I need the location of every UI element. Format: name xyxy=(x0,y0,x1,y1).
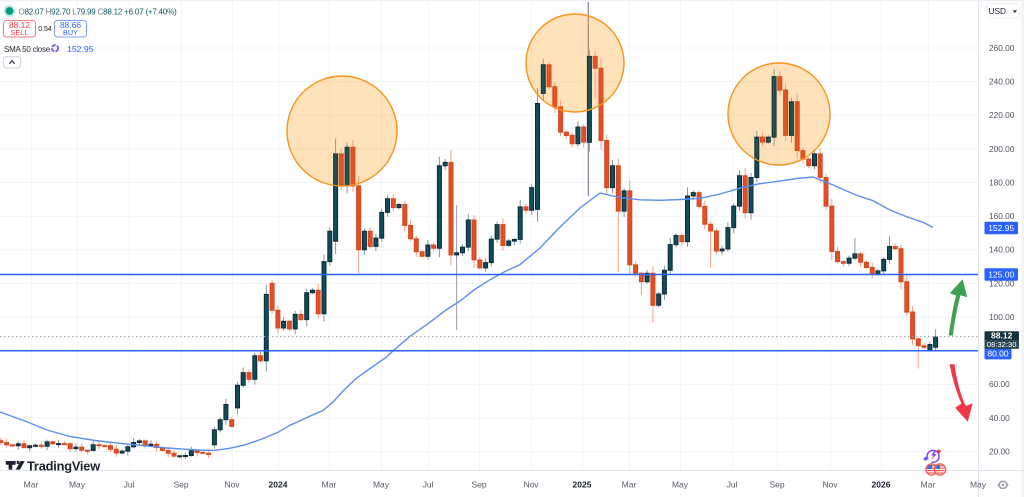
svg-text:40.00: 40.00 xyxy=(989,413,1010,423)
svg-text:152.95: 152.95 xyxy=(988,223,1014,233)
svg-text:May: May xyxy=(373,480,390,490)
svg-text:BUY: BUY xyxy=(63,28,78,37)
svg-text:0.54: 0.54 xyxy=(38,26,52,33)
svg-text:Nov: Nov xyxy=(523,480,539,490)
svg-text:180.00: 180.00 xyxy=(989,177,1015,187)
svg-text:260.00: 260.00 xyxy=(989,43,1015,53)
svg-text:May: May xyxy=(69,480,86,490)
svg-text:Sep: Sep xyxy=(769,480,784,490)
svg-text:Mar: Mar xyxy=(322,480,337,490)
svg-text:2026: 2026 xyxy=(872,480,891,490)
svg-text:Jul: Jul xyxy=(423,480,434,490)
svg-text:100.00: 100.00 xyxy=(989,312,1015,322)
svg-text:125.00: 125.00 xyxy=(988,270,1014,280)
svg-text:200.00: 200.00 xyxy=(989,144,1015,154)
svg-text:USD: USD xyxy=(989,6,1007,16)
svg-text:May: May xyxy=(970,480,987,490)
svg-text:Jul: Jul xyxy=(124,480,135,490)
svg-text:88.12: 88.12 xyxy=(9,20,30,30)
svg-text:O82.07 H92.70 L79.99 C88.12: O82.07 H92.70 L79.99 C88.12 +6.07 (+7.40… xyxy=(19,8,178,17)
svg-text:88.66: 88.66 xyxy=(60,20,81,30)
svg-text:152.95: 152.95 xyxy=(67,44,94,54)
svg-text:Mar: Mar xyxy=(24,480,39,490)
svg-text:240.00: 240.00 xyxy=(989,77,1015,87)
svg-text:Jul: Jul xyxy=(727,480,738,490)
svg-text:Nov: Nov xyxy=(822,480,838,490)
svg-text:20.00: 20.00 xyxy=(989,447,1010,457)
svg-text:80.00: 80.00 xyxy=(987,348,1009,358)
svg-text:160.00: 160.00 xyxy=(989,211,1015,221)
svg-text:2025: 2025 xyxy=(573,480,592,490)
svg-text:2024: 2024 xyxy=(269,480,288,490)
svg-text:Sep: Sep xyxy=(173,480,188,490)
svg-text:TradingView: TradingView xyxy=(27,459,100,474)
svg-text:SELL: SELL xyxy=(11,28,29,37)
svg-text:May: May xyxy=(672,480,689,490)
svg-text:88.12: 88.12 xyxy=(991,331,1013,341)
svg-text:08:32:30: 08:32:30 xyxy=(987,340,1017,349)
svg-text:Sep: Sep xyxy=(471,480,486,490)
svg-text:120.00: 120.00 xyxy=(989,278,1015,288)
svg-text:60.00: 60.00 xyxy=(989,379,1010,389)
svg-text:SMA 50 close: SMA 50 close xyxy=(4,45,51,54)
svg-text:220.00: 220.00 xyxy=(989,110,1015,120)
svg-text:140.00: 140.00 xyxy=(989,245,1015,255)
svg-text:Mar: Mar xyxy=(622,480,637,490)
svg-text:Nov: Nov xyxy=(224,480,240,490)
svg-text:Mar: Mar xyxy=(921,480,936,490)
